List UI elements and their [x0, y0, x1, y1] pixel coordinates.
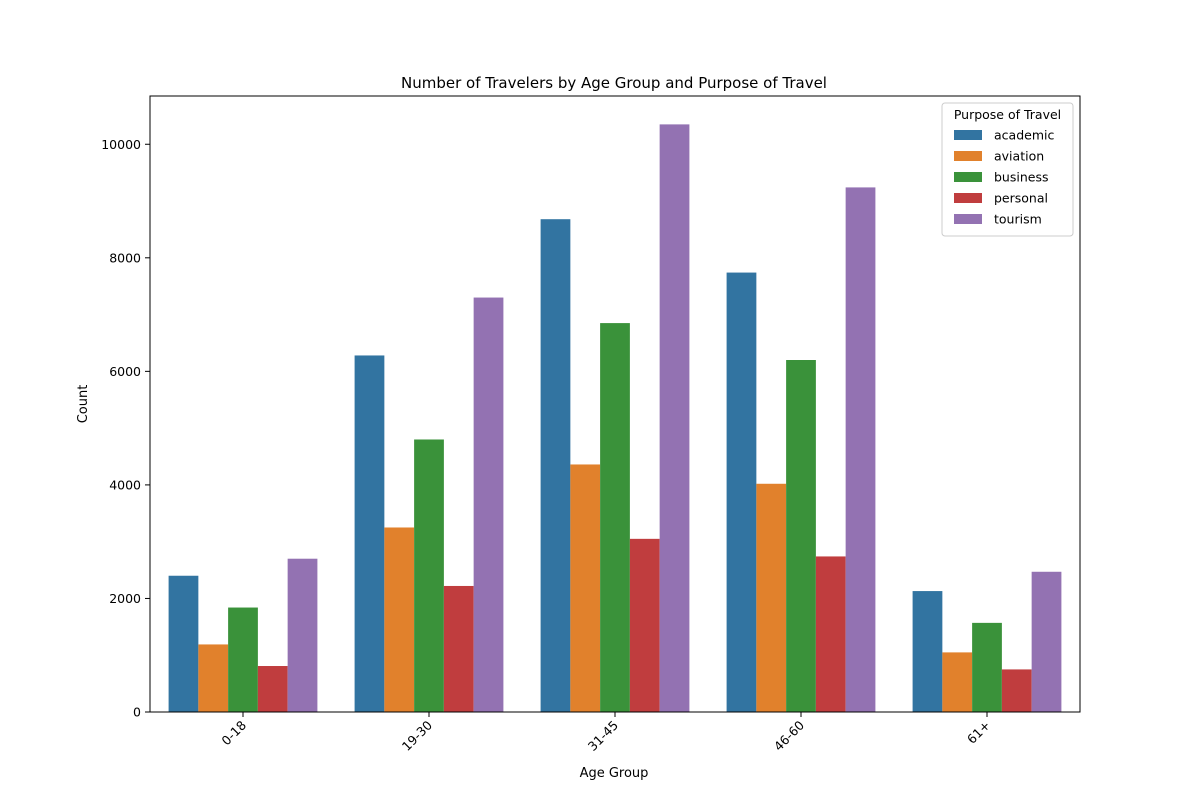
bar-aviation-19-30 [384, 527, 415, 712]
x-tick-label: 0-18 [218, 717, 249, 748]
bar-business-46-60 [786, 360, 816, 712]
bar-personal-61+ [1001, 669, 1032, 712]
chart-title: Number of Travelers by Age Group and Pur… [401, 74, 827, 92]
x-tick-label: 46-60 [771, 717, 807, 753]
x-tick-label: 31-45 [585, 718, 621, 754]
bar-tourism-31-45 [659, 124, 690, 713]
bar-aviation-46-60 [756, 483, 787, 712]
y-axis-label: Count [76, 385, 91, 424]
legend-items: academic aviation business personal tourism [954, 128, 1054, 227]
x-axis: 0-18 19-30 31-45 46-60 61+ [218, 712, 993, 754]
plot-frame [149, 95, 1081, 713]
legend-label-business: business [994, 170, 1048, 185]
legend-label-academic: academic [994, 128, 1054, 143]
legend-label-aviation: aviation [994, 149, 1044, 164]
bar-business-61+ [972, 622, 1002, 712]
bar-academic-61+ [912, 591, 943, 712]
bar-aviation-61+ [942, 652, 973, 712]
y-tick-label: 2000 [109, 591, 141, 606]
legend-label-tourism: tourism [994, 212, 1042, 227]
x-axis-label: Age Group [580, 766, 649, 781]
y-tick-label: 0 [133, 705, 141, 720]
legend-swatch-tourism [954, 214, 982, 224]
bar-business-0-18 [228, 607, 258, 712]
x-tick-label: 19-30 [399, 717, 435, 753]
legend-swatch-business [954, 172, 982, 182]
bar-personal-0-18 [257, 666, 288, 712]
bar-personal-19-30 [443, 585, 474, 712]
legend-swatch-academic [954, 130, 982, 140]
bar-business-19-30 [414, 439, 444, 712]
bar-business-31-45 [600, 323, 630, 712]
bar-tourism-61+ [1031, 571, 1062, 712]
bar-academic-0-18 [168, 575, 199, 712]
y-tick-label: 10000 [101, 137, 141, 152]
y-tick-label: 4000 [109, 477, 141, 492]
x-tick-label: 61+ [964, 718, 993, 747]
legend: Purpose of Travel academic aviation busine… [941, 102, 1074, 237]
y-axis: 0 2000 4000 6000 8000 10000 [101, 137, 150, 720]
bars-group [168, 124, 1062, 713]
bar-academic-19-30 [354, 355, 385, 712]
legend-swatch-personal [954, 193, 982, 203]
y-tick-label: 8000 [109, 250, 141, 265]
bar-aviation-0-18 [198, 644, 229, 712]
bar-aviation-31-45 [570, 464, 601, 712]
bar-academic-31-45 [540, 219, 571, 712]
legend-label-personal: personal [994, 191, 1048, 206]
y-tick-label: 6000 [109, 364, 141, 379]
legend-title: Purpose of Travel [954, 107, 1061, 122]
bar-tourism-19-30 [473, 297, 504, 712]
bar-tourism-0-18 [287, 558, 318, 712]
bar-personal-46-60 [815, 556, 846, 712]
legend-swatch-aviation [954, 151, 982, 161]
bar-academic-46-60 [726, 272, 757, 712]
bar-tourism-46-60 [845, 187, 876, 713]
bar-personal-31-45 [629, 538, 660, 712]
